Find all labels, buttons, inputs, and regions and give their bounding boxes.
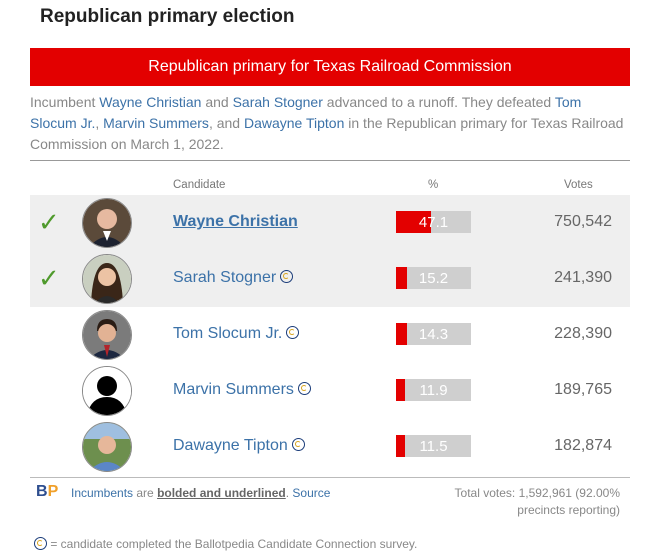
vote-percent: 15.2 xyxy=(418,270,449,287)
vote-count: 750,542 xyxy=(554,213,612,230)
link-marvin-summers[interactable]: Marvin Summers xyxy=(103,115,209,131)
divider xyxy=(30,477,630,478)
avatar xyxy=(82,198,132,248)
vote-count: 189,765 xyxy=(554,381,612,398)
vote-bar-fill xyxy=(396,379,405,401)
source-link[interactable]: Source xyxy=(292,486,331,500)
candidate-connection-icon xyxy=(280,270,294,284)
footnote: Incumbents are bolded and underlined. So… xyxy=(71,486,331,500)
check-icon: ✓ xyxy=(38,263,60,293)
intro-text: Incumbent Wayne Christian and Sarah Stog… xyxy=(30,94,624,152)
vote-bar-fill xyxy=(396,435,405,457)
avatar xyxy=(82,366,132,416)
vote-percent: 11.9 xyxy=(419,382,448,399)
vote-count: 182,874 xyxy=(554,437,612,454)
link-dawayne-tipton[interactable]: Dawayne Tipton xyxy=(243,115,345,131)
avatar xyxy=(82,310,132,360)
vote-percent: 47.1 xyxy=(418,214,449,231)
candidate-row: Marvin Summers 11.9 189,765 xyxy=(30,363,630,419)
vote-bar: 11.9 xyxy=(396,379,471,401)
divider xyxy=(30,160,630,161)
race-banner: Republican primary for Texas Railroad Co… xyxy=(30,48,630,86)
vote-percent: 11.5 xyxy=(419,438,448,455)
check-icon: ✓ xyxy=(38,207,60,237)
vote-bar: 14.3 xyxy=(396,323,471,345)
candidate-name[interactable]: Wayne Christian xyxy=(173,213,298,230)
candidate-name[interactable]: Marvin Summers xyxy=(173,381,311,399)
candidate-name[interactable]: Sarah Stogner xyxy=(173,269,294,287)
candidate-name[interactable]: Dawayne Tipton xyxy=(173,437,305,455)
candidate-name[interactable]: Tom Slocum Jr. xyxy=(173,325,300,343)
ballotpedia-logo: BP xyxy=(36,483,59,500)
page-title: Republican primary election xyxy=(40,6,295,27)
candidate-row: ✓ Sarah Stogner 15.2 241,390 xyxy=(30,251,630,307)
vote-bar: 47.1 xyxy=(396,211,471,233)
header-votes: Votes xyxy=(564,179,593,191)
candidate-connection-icon xyxy=(286,326,300,340)
candidate-row: Tom Slocum Jr. 14.3 228,390 xyxy=(30,307,630,363)
candidate-row: Dawayne Tipton 11.5 182,874 xyxy=(30,419,630,475)
vote-bar: 11.5 xyxy=(396,435,471,457)
vote-bar-fill xyxy=(396,267,408,289)
candidate-connection-icon xyxy=(297,382,311,396)
candidate-connection-note: = candidate completed the Ballotpedia Ca… xyxy=(30,537,417,551)
vote-percent: 14.3 xyxy=(418,326,449,343)
link-sarah-stogner[interactable]: Sarah Stogner xyxy=(232,94,323,110)
vote-bar-fill xyxy=(396,211,432,233)
link-wayne-christian[interactable]: Wayne Christian xyxy=(99,94,202,110)
avatar xyxy=(82,422,132,472)
avatar xyxy=(82,254,132,304)
total-votes: Total votes: 1,592,961 (92.00% precincts… xyxy=(454,486,620,517)
candidate-connection-icon xyxy=(34,537,47,551)
header-candidate: Candidate xyxy=(173,179,226,191)
candidate-connection-icon xyxy=(291,438,305,452)
link-tom-slocum[interactable]: Tom Slocum Jr. xyxy=(30,94,582,131)
candidate-row: ✓ Wayne Christian 47.1 750,542 xyxy=(30,195,630,251)
header-percent: % xyxy=(428,179,439,191)
vote-count: 241,390 xyxy=(554,269,612,286)
vote-count: 228,390 xyxy=(554,325,612,342)
vote-bar-fill xyxy=(396,323,407,345)
vote-bar: 15.2 xyxy=(396,267,471,289)
